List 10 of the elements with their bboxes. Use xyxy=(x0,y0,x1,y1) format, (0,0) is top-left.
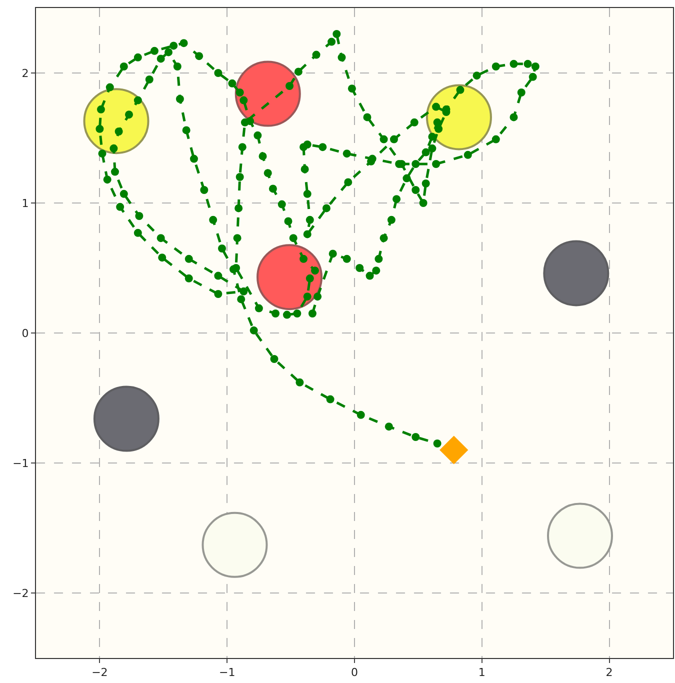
y-tick-label: 0 xyxy=(22,326,29,340)
x-tick-label: 2 xyxy=(606,666,613,680)
y-tick-label: −1 xyxy=(12,456,29,470)
x-tick-label: 0 xyxy=(351,666,358,680)
x-tick-label: 1 xyxy=(478,666,486,680)
y-tick-label: 2 xyxy=(22,66,29,80)
x-tick-label: −2 xyxy=(92,666,108,680)
y-tick-label: 1 xyxy=(22,196,29,210)
y-tick-label: −2 xyxy=(12,586,29,600)
x-tick-label: −1 xyxy=(218,666,236,680)
